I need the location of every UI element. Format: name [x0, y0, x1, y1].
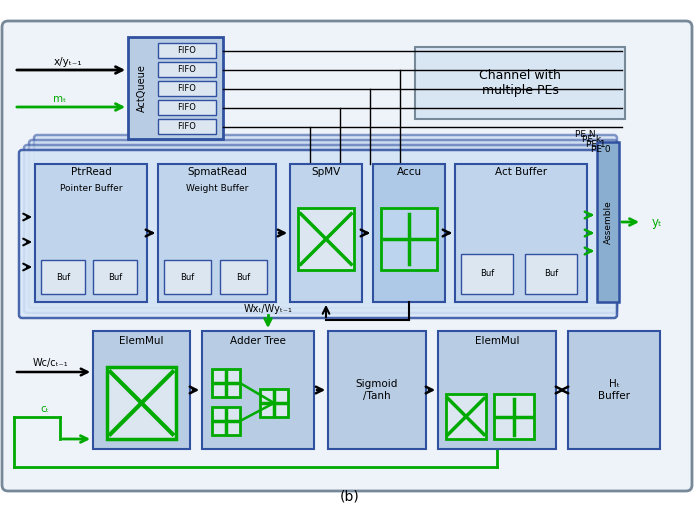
Bar [298, 208, 354, 270]
Bar [158, 164, 276, 302]
Text: FIFO: FIFO [178, 103, 197, 112]
Bar [158, 62, 216, 77]
Bar [260, 389, 288, 417]
Text: FIFO: FIFO [178, 122, 197, 131]
Text: Sigmoid
/Tanh: Sigmoid /Tanh [356, 379, 398, 401]
Text: FIFO: FIFO [178, 84, 197, 93]
Text: Wᴄ/cₜ₋₁: Wᴄ/cₜ₋₁ [32, 358, 68, 368]
Text: Buf: Buf [180, 272, 194, 281]
Bar [128, 37, 223, 139]
Bar [35, 164, 147, 302]
Text: Channel with
multiple PEs: Channel with multiple PEs [479, 69, 561, 97]
Text: SpmatRead: SpmatRead [187, 167, 247, 177]
Bar [158, 43, 216, 58]
Text: PE N: PE N [575, 129, 596, 138]
Text: (b): (b) [340, 489, 360, 503]
Bar [568, 331, 660, 449]
Text: PtrRead: PtrRead [71, 167, 111, 177]
Bar [373, 164, 445, 302]
Text: Buf: Buf [480, 270, 494, 278]
Bar [455, 164, 587, 302]
Bar [158, 100, 216, 115]
Text: Wxₜ/Wyₜ₋₁: Wxₜ/Wyₜ₋₁ [244, 304, 293, 314]
Bar [446, 394, 486, 439]
Bar [381, 208, 437, 270]
Bar [202, 331, 314, 449]
FancyBboxPatch shape [29, 140, 617, 308]
Bar [212, 369, 240, 397]
Bar [41, 260, 85, 294]
Bar [93, 331, 190, 449]
Text: mₜ: mₜ [53, 94, 66, 104]
Bar [164, 260, 211, 294]
Text: FIFO: FIFO [178, 65, 197, 74]
Text: PE 0: PE 0 [592, 144, 611, 154]
Text: yₜ: yₜ [652, 215, 662, 229]
Text: Weight Buffer: Weight Buffer [186, 184, 248, 193]
Bar [494, 394, 534, 439]
Bar [220, 260, 267, 294]
Text: Buf: Buf [544, 270, 558, 278]
FancyBboxPatch shape [19, 150, 617, 318]
FancyBboxPatch shape [24, 145, 617, 313]
Text: FIFO: FIFO [178, 46, 197, 55]
Text: PE 1: PE 1 [587, 139, 606, 149]
Text: PE k: PE k [582, 134, 601, 143]
Text: x/yₜ₋₁: x/yₜ₋₁ [54, 57, 83, 67]
Bar [290, 164, 362, 302]
Bar [525, 254, 577, 294]
Bar [158, 81, 216, 96]
Text: Adder Tree: Adder Tree [230, 336, 286, 346]
Text: Pointer Buffer: Pointer Buffer [60, 184, 122, 193]
Bar [107, 367, 176, 439]
Text: ElemMul: ElemMul [475, 336, 519, 346]
Bar [212, 407, 240, 435]
Text: Buf: Buf [108, 272, 122, 281]
Text: Buf: Buf [56, 272, 70, 281]
Bar [93, 260, 137, 294]
Text: ElemMul: ElemMul [119, 336, 164, 346]
Bar [415, 47, 625, 119]
Text: cₜ: cₜ [41, 404, 50, 414]
Text: Assemble: Assemble [603, 200, 612, 244]
Bar [597, 142, 619, 302]
Text: Buf: Buf [236, 272, 250, 281]
Bar [158, 119, 216, 134]
Bar [328, 331, 426, 449]
Text: Act Buffer: Act Buffer [495, 167, 547, 177]
Text: SpMV: SpMV [312, 167, 341, 177]
FancyBboxPatch shape [2, 21, 692, 491]
FancyBboxPatch shape [34, 135, 617, 303]
Bar [438, 331, 556, 449]
Text: ActQueue: ActQueue [137, 64, 147, 112]
Text: Accu: Accu [396, 167, 421, 177]
Text: Hₜ
Buffer: Hₜ Buffer [598, 379, 630, 401]
Bar [461, 254, 513, 294]
